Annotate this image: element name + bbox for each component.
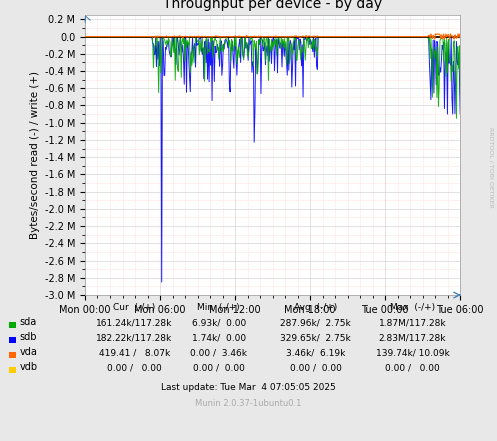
Text: vdb: vdb	[20, 363, 38, 373]
Text: 0.00 /  3.46k: 0.00 / 3.46k	[190, 348, 247, 358]
Text: Avg  (-/+): Avg (-/+)	[294, 303, 337, 312]
Text: RRDTOOL / TOBI OETIKER: RRDTOOL / TOBI OETIKER	[488, 127, 493, 208]
Text: Max  (-/+): Max (-/+)	[390, 303, 435, 312]
Text: 329.65k/  2.75k: 329.65k/ 2.75k	[280, 333, 351, 343]
Text: 161.24k/117.28k: 161.24k/117.28k	[96, 318, 172, 328]
Text: 139.74k/ 10.09k: 139.74k/ 10.09k	[376, 348, 449, 358]
Text: Min  (-/+): Min (-/+)	[197, 303, 240, 312]
Text: Cur  (-/+): Cur (-/+)	[113, 303, 156, 312]
Text: 0.00 /   0.00: 0.00 / 0.00	[107, 363, 162, 373]
Text: sdb: sdb	[20, 333, 37, 343]
Text: Munin 2.0.37-1ubuntu0.1: Munin 2.0.37-1ubuntu0.1	[195, 399, 302, 408]
Text: 0.00 /  0.00: 0.00 / 0.00	[290, 363, 341, 373]
Title: Throughput per device - by day: Throughput per device - by day	[163, 0, 382, 11]
Text: 287.96k/  2.75k: 287.96k/ 2.75k	[280, 318, 351, 328]
Text: sda: sda	[20, 318, 37, 328]
Text: vda: vda	[20, 348, 38, 358]
Text: 182.22k/117.28k: 182.22k/117.28k	[96, 333, 172, 343]
Text: 0.00 /  0.00: 0.00 / 0.00	[193, 363, 245, 373]
Text: 3.46k/  6.19k: 3.46k/ 6.19k	[286, 348, 345, 358]
Text: 1.74k/  0.00: 1.74k/ 0.00	[192, 333, 246, 343]
Text: 6.93k/  0.00: 6.93k/ 0.00	[191, 318, 246, 328]
Text: 2.83M/117.28k: 2.83M/117.28k	[379, 333, 446, 343]
Text: 1.87M/117.28k: 1.87M/117.28k	[379, 318, 446, 328]
Text: Last update: Tue Mar  4 07:05:05 2025: Last update: Tue Mar 4 07:05:05 2025	[161, 383, 336, 392]
Text: 419.41 /   8.07k: 419.41 / 8.07k	[98, 348, 170, 358]
Text: 0.00 /   0.00: 0.00 / 0.00	[385, 363, 440, 373]
Y-axis label: Bytes/second read (-) / write (+): Bytes/second read (-) / write (+)	[30, 71, 40, 239]
